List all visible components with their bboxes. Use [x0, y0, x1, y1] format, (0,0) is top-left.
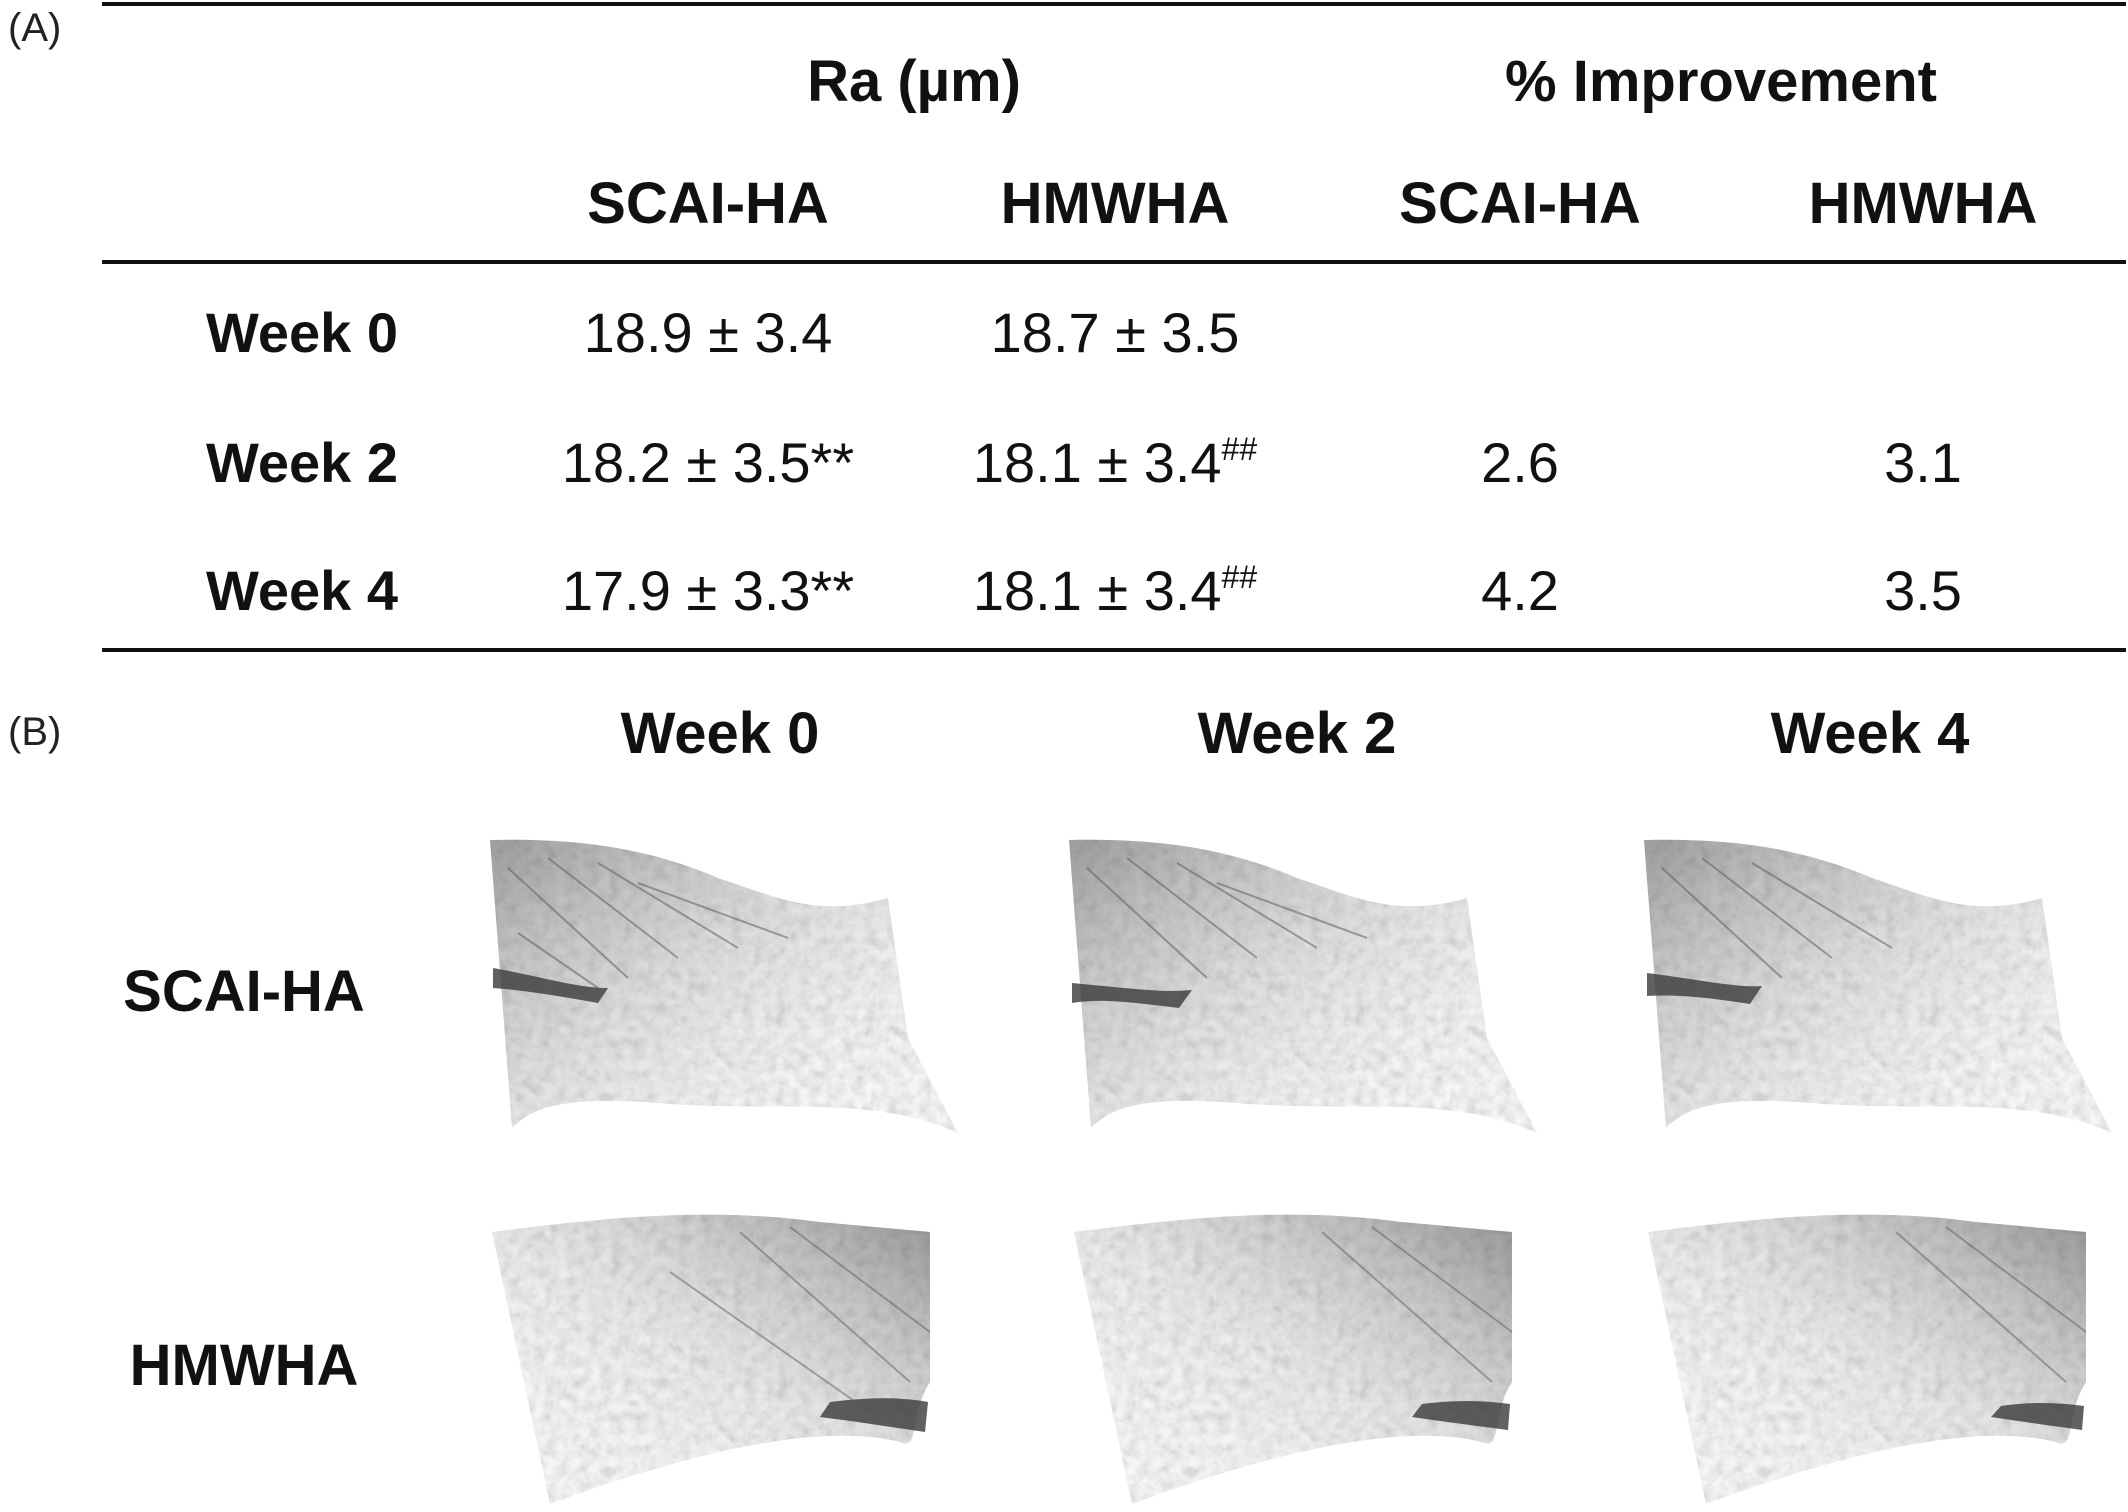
header-improvement: % Improvement — [1505, 49, 1937, 114]
cell-week0-scai-ra: 18.9 ± 3.4 — [583, 301, 833, 364]
cell-week4-hmwha-ra: 18.1 ± 3.4## — [972, 559, 1258, 622]
hmwha-week-4-surface-image — [1646, 1212, 2128, 1512]
panel-b-label: (B) — [8, 710, 62, 754]
row-label-scai-ha: SCAI-HA — [123, 959, 365, 1024]
cell-week4-scai-improvement: 4.2 — [1481, 559, 1559, 622]
subheader-scai-improvement: SCAI-HA — [1399, 171, 1641, 236]
subheader-hmwha-improvement: HMWHA — [1808, 171, 2038, 236]
scai-ha-week-2-surface-image — [1067, 838, 1587, 1138]
table-bottom-rule — [102, 648, 2126, 652]
scai-ha-week-0-surface-image — [488, 838, 1008, 1138]
subheader-scai-ra: SCAI-HA — [587, 171, 829, 236]
column-label-week-2: Week 2 — [1197, 701, 1397, 766]
cell-week2-scai-ra: 18.2 ± 3.5** — [561, 431, 855, 494]
cell-week0-hmwha-ra: 18.7 ± 3.5 — [990, 301, 1240, 364]
cell-week4-hmwha-improvement: 3.5 — [1884, 559, 1962, 622]
column-label-week-0: Week 0 — [620, 701, 820, 766]
scai-ha-week-4-surface-image — [1642, 838, 2128, 1138]
cell-week2-hmwha-improvement: 3.1 — [1884, 431, 1962, 494]
header-ra: Ra (µm) — [807, 49, 1021, 114]
hmwha-week-2-surface-image — [1072, 1212, 1592, 1512]
panel-a-label: (A) — [8, 6, 62, 50]
cell-week2-scai-improvement: 2.6 — [1481, 431, 1559, 494]
row-label-hmwha: HMWHA — [129, 1333, 359, 1398]
cell-week2-hmwha-ra: 18.1 ± 3.4## — [972, 431, 1258, 494]
table-header-rule — [102, 260, 2126, 264]
row-label-week-4: Week 4 — [206, 559, 398, 622]
cell-week4-scai-ra: 17.9 ± 3.3** — [561, 559, 855, 622]
row-label-week-2: Week 2 — [206, 431, 398, 494]
table-top-rule — [102, 2, 2126, 6]
subheader-hmwha-ra: HMWHA — [1000, 171, 1230, 236]
column-label-week-4: Week 4 — [1770, 701, 1970, 766]
hmwha-week-0-surface-image — [490, 1212, 1010, 1512]
row-label-week-0: Week 0 — [206, 301, 398, 364]
